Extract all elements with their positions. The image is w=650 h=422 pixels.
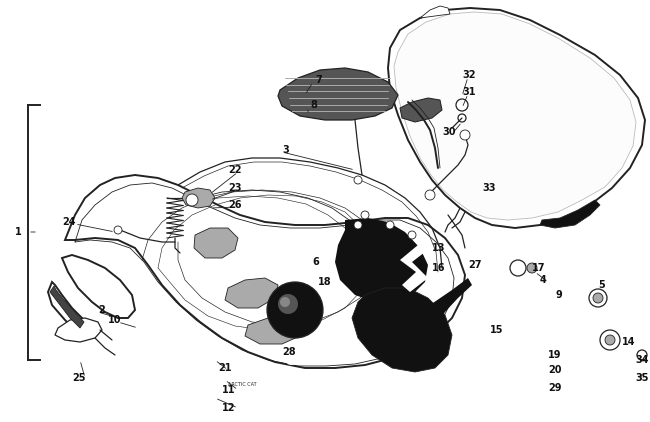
Text: 31: 31	[462, 87, 476, 97]
Text: 27: 27	[468, 260, 482, 270]
Circle shape	[527, 263, 537, 273]
Text: ARCTIC CAT: ARCTIC CAT	[227, 382, 256, 387]
Text: 3: 3	[282, 145, 289, 155]
Text: 23: 23	[228, 183, 242, 193]
Text: 14: 14	[622, 337, 636, 347]
Circle shape	[354, 221, 362, 229]
Text: 26: 26	[228, 200, 242, 210]
Circle shape	[386, 221, 394, 229]
Polygon shape	[194, 228, 238, 258]
Text: 9: 9	[555, 290, 562, 300]
Polygon shape	[225, 278, 278, 308]
Polygon shape	[400, 98, 442, 122]
Polygon shape	[62, 255, 135, 318]
Polygon shape	[352, 288, 452, 372]
Circle shape	[114, 226, 122, 234]
Text: 15: 15	[490, 325, 504, 335]
Polygon shape	[278, 68, 398, 120]
Text: 21: 21	[218, 363, 231, 373]
Polygon shape	[65, 175, 465, 368]
Text: 13: 13	[432, 243, 445, 253]
Text: 12: 12	[222, 403, 235, 413]
Circle shape	[456, 99, 468, 111]
Polygon shape	[48, 282, 90, 335]
Polygon shape	[420, 6, 450, 18]
Circle shape	[460, 130, 470, 140]
Circle shape	[186, 194, 198, 206]
Text: 24: 24	[62, 217, 75, 227]
Text: 600: 600	[284, 346, 336, 370]
Circle shape	[600, 330, 620, 350]
Text: 35: 35	[635, 373, 649, 383]
Text: 8: 8	[310, 100, 317, 110]
Circle shape	[354, 176, 362, 184]
Polygon shape	[362, 250, 408, 278]
Polygon shape	[388, 8, 645, 228]
Polygon shape	[182, 188, 215, 208]
Text: 5: 5	[598, 280, 604, 290]
Polygon shape	[394, 12, 636, 220]
Polygon shape	[55, 318, 102, 342]
Text: 34: 34	[635, 355, 649, 365]
Text: 32: 32	[462, 70, 476, 80]
Text: 16: 16	[432, 263, 445, 273]
Circle shape	[267, 282, 323, 338]
Text: 10: 10	[108, 315, 122, 325]
Text: 7: 7	[315, 75, 322, 85]
Circle shape	[589, 289, 607, 307]
Circle shape	[278, 294, 298, 314]
Circle shape	[458, 114, 466, 122]
Circle shape	[425, 190, 435, 200]
Text: 6: 6	[312, 257, 318, 267]
Polygon shape	[50, 286, 84, 328]
Circle shape	[280, 297, 290, 307]
Circle shape	[408, 231, 416, 239]
Text: 28: 28	[282, 347, 296, 357]
Circle shape	[637, 350, 647, 360]
Text: 20: 20	[548, 365, 562, 375]
Text: 18: 18	[318, 277, 332, 287]
Text: 2: 2	[98, 305, 105, 315]
Circle shape	[605, 335, 615, 345]
Polygon shape	[400, 245, 428, 292]
Polygon shape	[430, 278, 472, 322]
Circle shape	[510, 260, 526, 276]
Polygon shape	[335, 218, 428, 302]
Text: 17: 17	[532, 263, 545, 273]
Text: 25: 25	[72, 373, 86, 383]
Text: 19: 19	[548, 350, 562, 360]
Text: 22: 22	[228, 165, 242, 175]
Text: 4: 4	[540, 275, 547, 285]
Text: 29: 29	[548, 383, 562, 393]
Text: 30: 30	[442, 127, 456, 137]
Polygon shape	[245, 316, 305, 344]
Circle shape	[593, 293, 603, 303]
Text: 33: 33	[482, 183, 495, 193]
Text: 11: 11	[222, 385, 235, 395]
Polygon shape	[540, 200, 600, 228]
Text: 1: 1	[15, 227, 22, 237]
Circle shape	[361, 211, 369, 219]
